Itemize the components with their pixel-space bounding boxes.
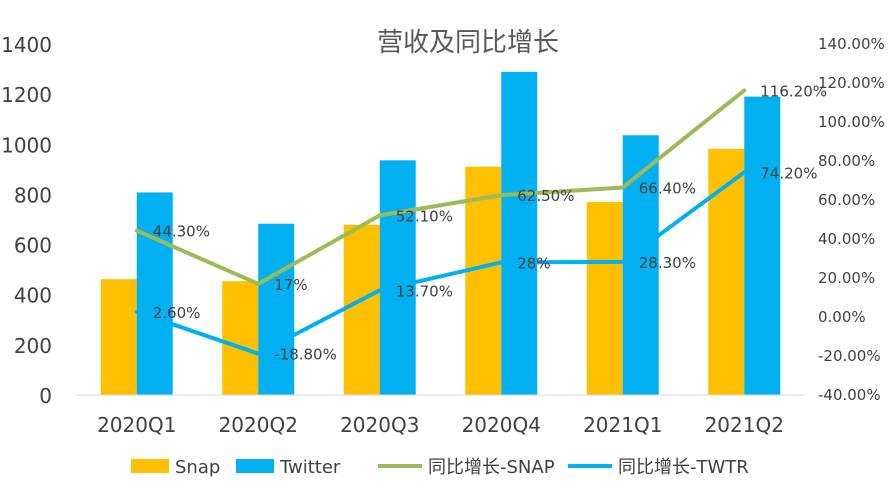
legend-label: 同比增长-SNAP xyxy=(428,457,555,478)
x-tick-label: 2020Q4 xyxy=(462,413,541,437)
left-y-tick-label: 800 xyxy=(14,183,52,207)
bar-snap-2020q3 xyxy=(343,224,380,395)
line-series-twtr-growth xyxy=(134,170,747,356)
x-tick-label: 2021Q2 xyxy=(705,413,784,437)
x-axis: 2020Q1 2020Q2 2020Q3 2020Q4 2021Q1 2021Q2 xyxy=(97,413,784,437)
line-series-snap-growth xyxy=(134,88,747,286)
line-data-label: 28% xyxy=(517,254,550,272)
bar-twitter-2020q4 xyxy=(501,71,538,395)
line-data-labels: 44.30% 17% 52.10% 62.50% 66.40% 116.20% 2.60% -… xyxy=(153,82,827,363)
bar-snap-2021q2 xyxy=(708,148,745,395)
line-data-label: 74.20% xyxy=(760,164,817,182)
line-data-label: 28.30% xyxy=(639,254,696,272)
left-y-tick-label: 600 xyxy=(14,234,52,258)
right-y-tick-label: -40.00% xyxy=(818,386,881,404)
left-y-tick-label: 200 xyxy=(14,334,52,358)
x-tick-label: 2020Q2 xyxy=(219,413,298,437)
line-data-label: 66.40% xyxy=(639,180,696,198)
right-y-tick-label: 0.00% xyxy=(818,308,866,326)
x-tick-label: 2020Q1 xyxy=(97,413,176,437)
line-data-label: 17% xyxy=(274,276,307,294)
right-y-tick-label: 120.00% xyxy=(818,74,885,92)
left-y-axis: 0 200 400 600 800 1000 1200 1400 xyxy=(1,33,52,408)
right-y-tick-label: -20.00% xyxy=(818,347,881,365)
right-y-tick-label: 100.00% xyxy=(818,113,885,131)
bar-twitter-2020q2 xyxy=(258,223,295,395)
legend: Snap Twitter 同比增长-SNAP 同比增长-TWTR xyxy=(131,457,749,478)
right-y-tick-label: 80.00% xyxy=(818,152,875,170)
bar-snap-2020q4 xyxy=(465,166,502,395)
bar-twitter-2021q2 xyxy=(744,96,781,396)
x-tick-label: 2021Q1 xyxy=(583,413,662,437)
legend-label: Twitter xyxy=(279,457,341,478)
right-y-tick-label: 140.00% xyxy=(818,35,885,53)
line-data-label: -18.80% xyxy=(274,346,337,364)
left-y-tick-label: 1400 xyxy=(1,33,52,57)
left-y-tick-label: 1200 xyxy=(1,83,52,107)
line-data-label: 44.30% xyxy=(153,223,210,241)
legend-label: Snap xyxy=(175,457,220,478)
legend-label: 同比增长-TWTR xyxy=(618,457,749,478)
bar-twitter-2021q1 xyxy=(622,135,659,395)
right-y-tick-label: 60.00% xyxy=(818,191,875,209)
x-tick-label: 2020Q3 xyxy=(340,413,419,437)
bar-snap-2020q1 xyxy=(100,279,137,395)
line-data-label: 52.10% xyxy=(396,207,453,225)
line-series-group xyxy=(134,88,747,356)
chart-title: 营收及同比增长 xyxy=(377,28,559,58)
bar-snap-2021q1 xyxy=(586,201,623,395)
bar-twitter-2020q3 xyxy=(379,160,416,395)
right-y-tick-label: 20.00% xyxy=(818,269,875,287)
legend-swatch xyxy=(131,459,169,473)
legend-swatch xyxy=(236,459,274,473)
bar-series-group xyxy=(100,71,781,396)
left-y-tick-label: 1000 xyxy=(1,133,52,157)
line-data-label: 116.20% xyxy=(760,82,827,100)
bar-twitter-2020q1 xyxy=(136,192,173,395)
line-data-label: 13.70% xyxy=(396,282,453,300)
line-data-label: 2.60% xyxy=(153,304,201,322)
right-y-tick-label: 40.00% xyxy=(818,230,875,248)
left-y-tick-label: 400 xyxy=(14,284,52,308)
bar-snap-2020q2 xyxy=(222,281,259,395)
right-y-axis: -40.00% -20.00% 0.00% 20.00% 40.00% 60.00% 80.… xyxy=(818,35,885,404)
line-data-label: 62.50% xyxy=(517,187,574,205)
left-y-tick-label: 0 xyxy=(39,384,52,408)
